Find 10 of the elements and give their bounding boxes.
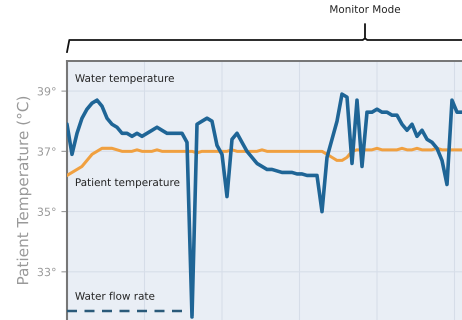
series-label: Patient temperature <box>76 178 180 188</box>
text: Water temperature <box>75 74 174 84</box>
y-axis-title: Patient Temperature (°C) <box>16 96 32 284</box>
text: Monitor Mode <box>330 4 400 14</box>
y-tick-label: 35° <box>38 208 56 216</box>
line-series <box>67 92 462 319</box>
y-tick-label: 33° <box>38 268 56 276</box>
y-tick-label: 39° <box>38 87 56 96</box>
series-label: Water flow rate <box>75 292 154 300</box>
y-tick-label: 37° <box>38 147 56 156</box>
